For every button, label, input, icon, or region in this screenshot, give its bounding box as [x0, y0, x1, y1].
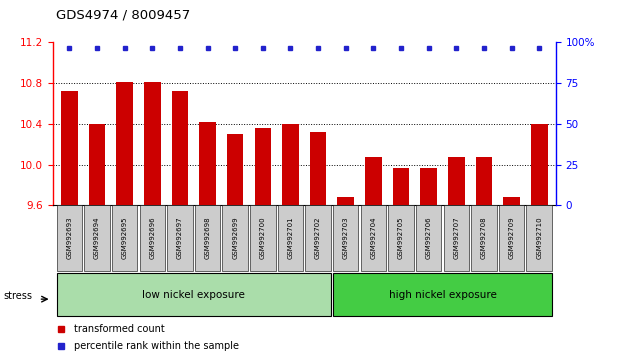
Bar: [171, 91, 188, 205]
Text: GSM992694: GSM992694: [94, 217, 100, 259]
Bar: [337, 197, 354, 205]
Bar: [167, 205, 193, 271]
Bar: [278, 205, 303, 271]
Bar: [365, 158, 382, 205]
Bar: [57, 273, 331, 316]
Text: percentile rank within the sample: percentile rank within the sample: [75, 341, 239, 351]
Bar: [227, 134, 243, 205]
Bar: [140, 205, 165, 271]
Text: GSM992697: GSM992697: [177, 217, 183, 259]
Bar: [112, 205, 137, 271]
Bar: [499, 205, 524, 271]
Text: GSM992707: GSM992707: [453, 217, 460, 259]
Bar: [222, 205, 248, 271]
Text: GSM992699: GSM992699: [232, 217, 238, 259]
Bar: [144, 82, 161, 205]
Bar: [195, 205, 220, 271]
Bar: [531, 124, 548, 205]
Text: stress: stress: [3, 291, 32, 301]
Bar: [388, 205, 414, 271]
Bar: [443, 205, 469, 271]
Bar: [416, 205, 442, 271]
Text: GSM992709: GSM992709: [509, 217, 515, 259]
Bar: [448, 158, 465, 205]
Bar: [392, 168, 409, 205]
Text: GSM992696: GSM992696: [149, 217, 155, 259]
Text: GSM992695: GSM992695: [122, 217, 128, 259]
Text: high nickel exposure: high nickel exposure: [389, 290, 496, 300]
Text: GSM992701: GSM992701: [288, 217, 294, 259]
Bar: [116, 82, 133, 205]
Bar: [199, 122, 216, 205]
Bar: [282, 124, 299, 205]
Text: GSM992704: GSM992704: [370, 217, 376, 259]
Bar: [89, 124, 106, 205]
Text: GSM992693: GSM992693: [66, 217, 73, 259]
Bar: [306, 205, 331, 271]
Text: GSM992703: GSM992703: [343, 217, 349, 259]
Text: GSM992700: GSM992700: [260, 217, 266, 259]
Text: GSM992705: GSM992705: [398, 217, 404, 259]
Text: low nickel exposure: low nickel exposure: [142, 290, 245, 300]
Bar: [255, 128, 271, 205]
Bar: [310, 132, 327, 205]
Text: GSM992710: GSM992710: [536, 217, 542, 259]
Bar: [250, 205, 276, 271]
Bar: [61, 91, 78, 205]
Bar: [503, 197, 520, 205]
Bar: [57, 205, 82, 271]
Bar: [333, 273, 552, 316]
Bar: [471, 205, 497, 271]
Bar: [84, 205, 110, 271]
Text: GSM992706: GSM992706: [425, 217, 432, 259]
Bar: [476, 158, 492, 205]
Bar: [527, 205, 552, 271]
Text: GDS4974 / 8009457: GDS4974 / 8009457: [56, 9, 190, 22]
Text: transformed count: transformed count: [75, 324, 165, 333]
Bar: [361, 205, 386, 271]
Bar: [333, 205, 358, 271]
Text: GSM992698: GSM992698: [204, 217, 211, 259]
Text: GSM992702: GSM992702: [315, 217, 321, 259]
Bar: [420, 168, 437, 205]
Text: GSM992708: GSM992708: [481, 217, 487, 259]
